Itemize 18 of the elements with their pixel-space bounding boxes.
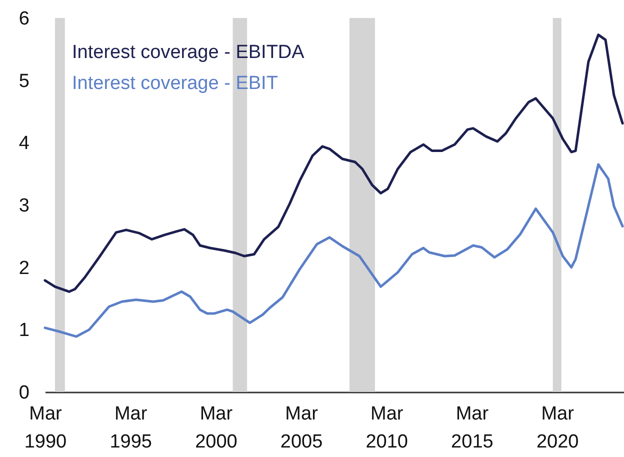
text: Interest coverage - EBIT xyxy=(72,73,278,94)
x-tick-label: Mar 2020 xyxy=(536,404,579,452)
x-tick-label: Mar 2015 xyxy=(451,404,494,452)
y-tick-label: 3 xyxy=(18,196,30,216)
x-tick-label: Mar 1995 xyxy=(110,404,152,452)
line-series xyxy=(44,34,624,293)
y-tick-label: 4 xyxy=(18,133,30,154)
y-tick-label: 5 xyxy=(18,70,30,92)
y-tick-label: 6 xyxy=(18,8,30,30)
y-tick-label: 2 xyxy=(18,258,30,279)
y-tick-label: 0 xyxy=(18,382,30,404)
x-tick-label: Mar 2005 xyxy=(280,404,323,452)
text: Interest coverage - EBITDA xyxy=(72,42,305,63)
x-tick-label: Mar 2000 xyxy=(195,404,238,452)
x-tick-label: Mar 2010 xyxy=(366,404,408,452)
y-tick-label: 1 xyxy=(18,320,30,342)
line-series xyxy=(44,163,624,338)
x-tick-label: Mar 1990 xyxy=(24,404,67,452)
